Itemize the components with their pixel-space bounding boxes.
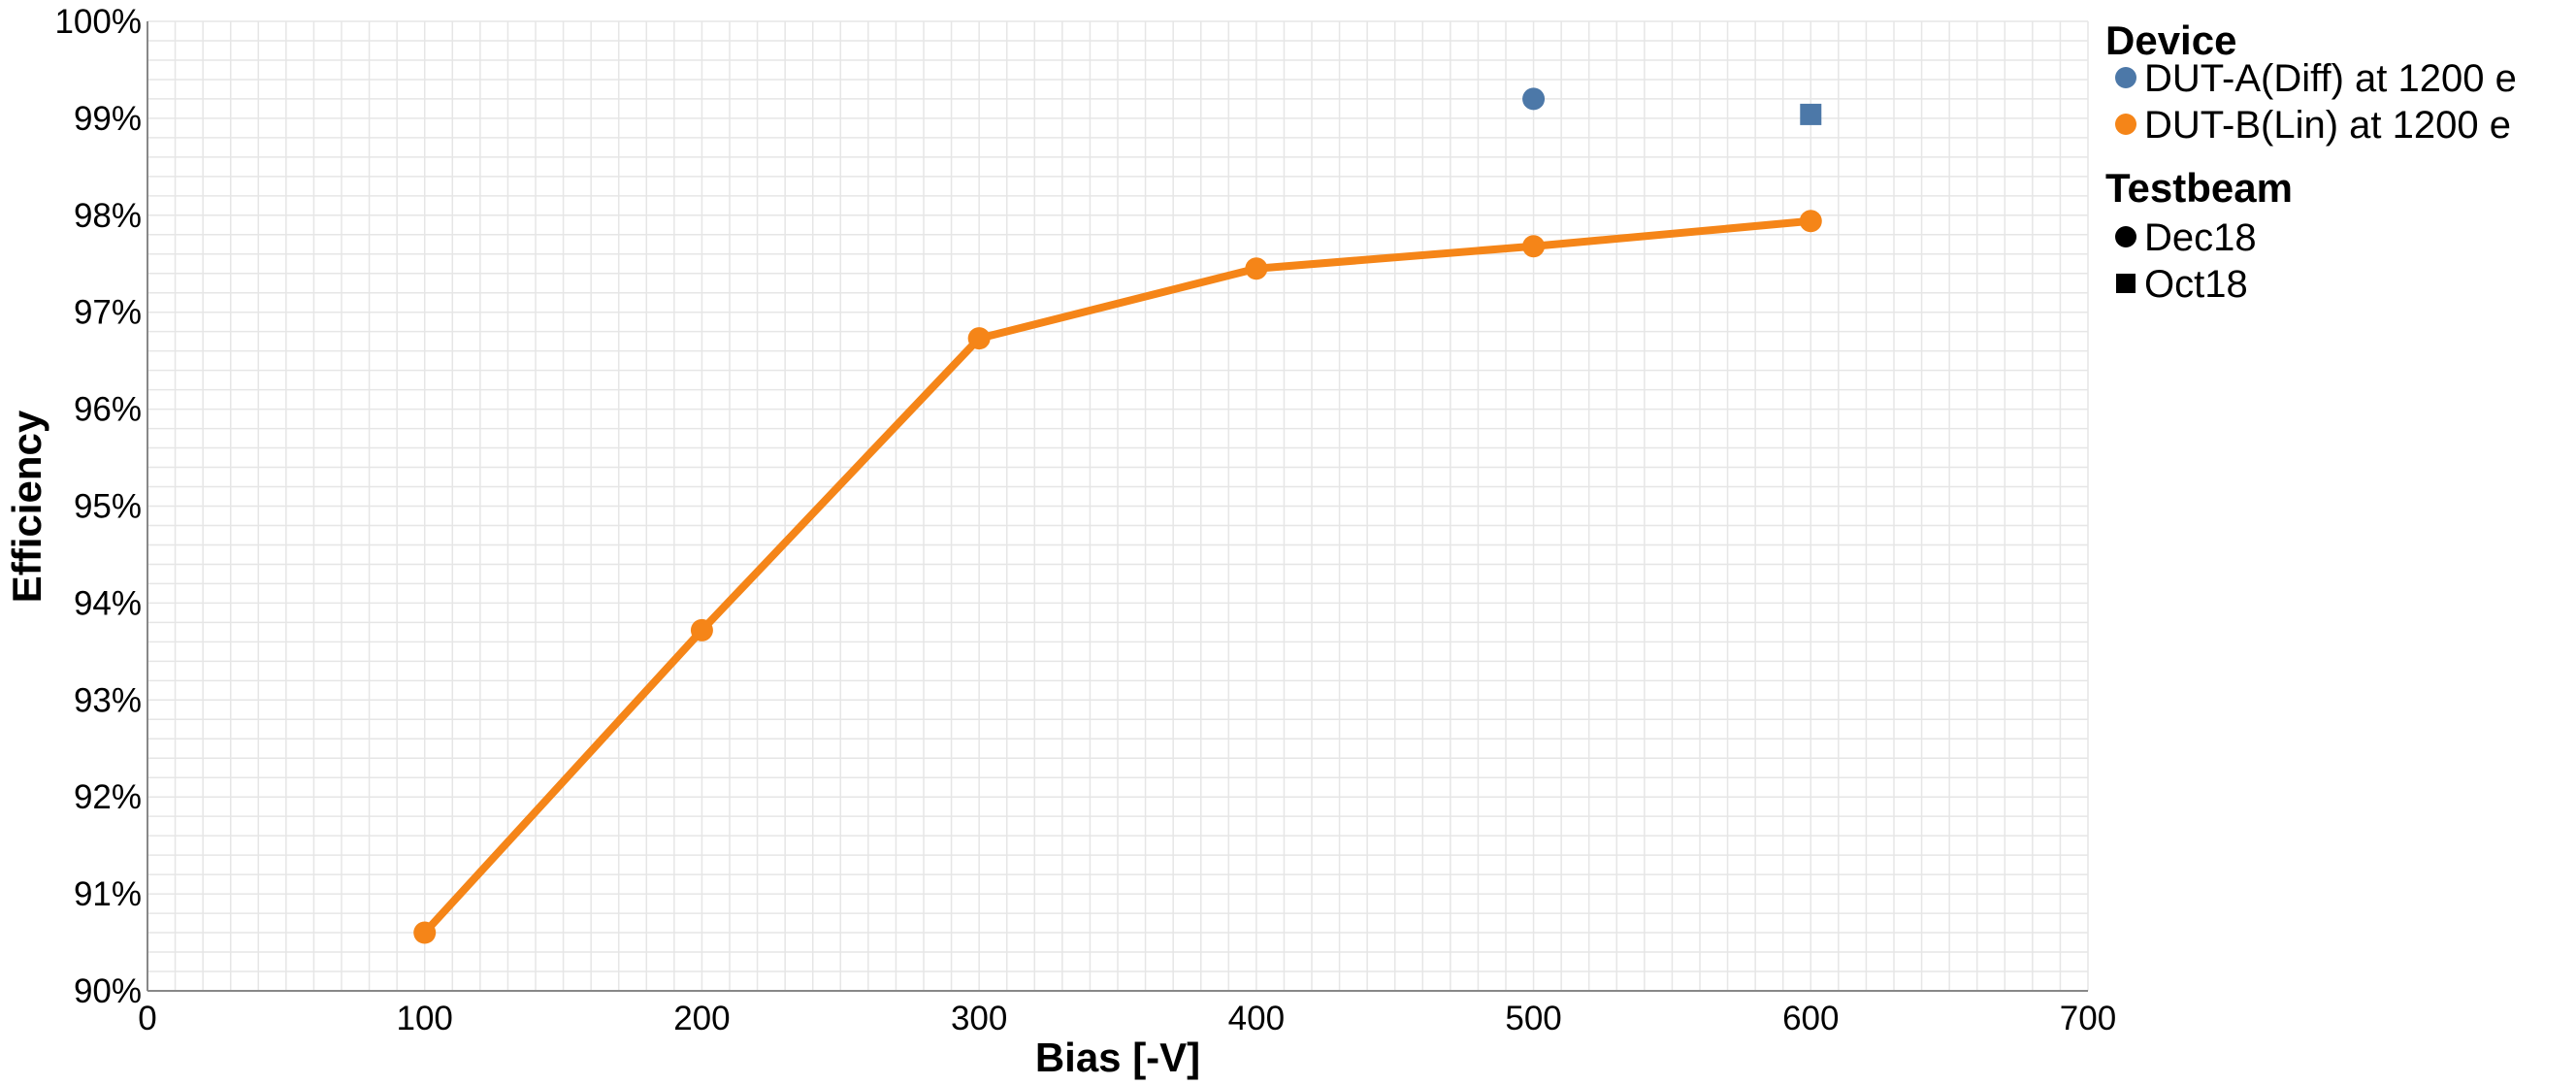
x-tick-label: 500 [1505, 1000, 1561, 1037]
data-point-circle [967, 327, 991, 350]
x-axis-title: Bias [-V] [1035, 1035, 1200, 1080]
y-tick-label: 99% [74, 100, 142, 138]
x-tick-label: 100 [397, 1000, 453, 1037]
x-tick-label: 0 [138, 1000, 156, 1037]
y-tick-label: 92% [74, 778, 142, 816]
grid [147, 20, 2089, 992]
y-tick-label: 95% [74, 488, 142, 526]
legend-title-device: Device [2105, 17, 2236, 63]
y-axis-title: Efficiency [4, 410, 49, 603]
y-tick-label: 100% [54, 3, 142, 41]
axes [147, 21, 2088, 992]
x-tick-label: 700 [2060, 1000, 2116, 1037]
series-line [420, 216, 1815, 937]
data-point-circle [1245, 257, 1268, 280]
data-point-circle [690, 618, 713, 641]
legend-label-device: DUT-A(Diff) at 1200 e [2144, 57, 2517, 100]
tick-labels: 0 100 200 300 400 500 600 700 90% 91% 92% 93% 94% 95%… [54, 3, 2116, 1037]
x-tick-label: 600 [1782, 1000, 1839, 1037]
plot-area [413, 87, 1822, 944]
legend-label-device: DUT-B(Lin) at 1200 e [2144, 104, 2511, 147]
legend-swatch-device [2115, 114, 2136, 135]
legend-swatch-square [2116, 274, 2136, 293]
legend-title-testbeam: Testbeam [2105, 165, 2293, 211]
y-tick-label: 91% [74, 875, 142, 913]
data-point-circle [1799, 210, 1822, 233]
data-point-circle [1522, 235, 1546, 258]
data-point-square [1800, 103, 1822, 125]
legend-label-testbeam: Dec18 [2144, 216, 2257, 259]
y-tick-label: 96% [74, 391, 142, 429]
x-tick-label: 400 [1228, 1000, 1285, 1037]
y-tick-label: 90% [74, 972, 142, 1010]
legend-label-testbeam: Oct18 [2144, 263, 2248, 306]
legend-swatch-device [2115, 67, 2136, 88]
y-tick-label: 98% [74, 197, 142, 235]
data-point-circle [1522, 87, 1546, 111]
x-tick-label: 200 [673, 1000, 730, 1037]
legend-swatch-circle [2115, 226, 2136, 247]
x-tick-label: 300 [951, 1000, 1007, 1037]
y-tick-label: 97% [74, 294, 142, 332]
data-point-circle [413, 921, 437, 944]
y-tick-label: 94% [74, 584, 142, 622]
y-tick-label: 93% [74, 681, 142, 719]
